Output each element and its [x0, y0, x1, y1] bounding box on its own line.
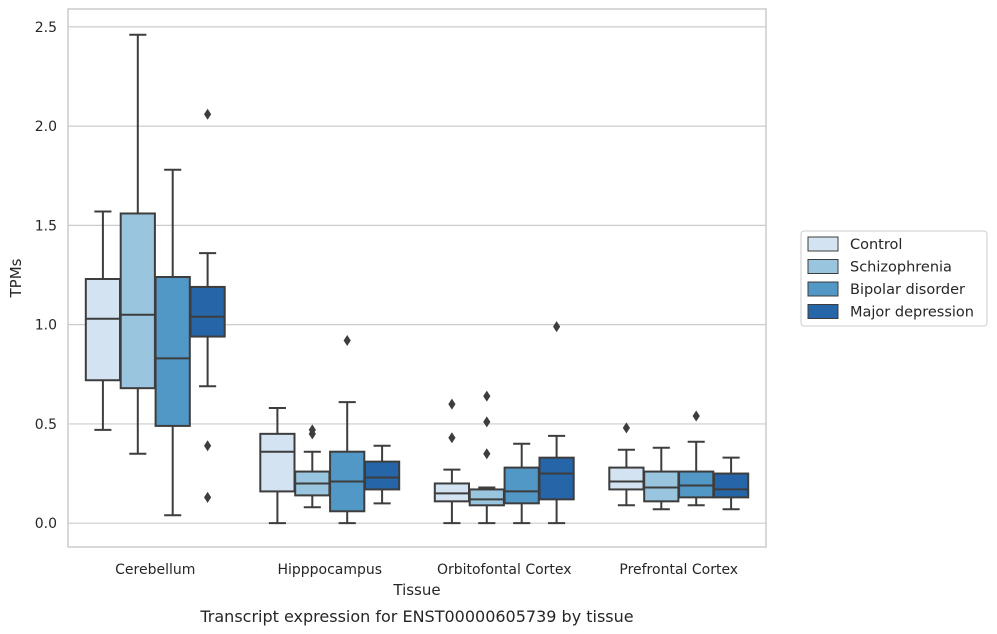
- box-plot: [608, 422, 645, 507]
- plot-area-frame: [67, 8, 767, 548]
- iqr-box: [538, 456, 575, 501]
- outlier-point: [622, 422, 630, 434]
- outlier-point: [308, 424, 316, 436]
- outlier-point: [448, 398, 456, 410]
- box-plot: [538, 321, 575, 525]
- iqr-box: [712, 472, 750, 499]
- box-plot: [643, 446, 680, 511]
- legend-swatch: [807, 236, 839, 252]
- outlier-point: [204, 440, 212, 452]
- iqr-box: [259, 432, 296, 493]
- y-tick-label: 0.5: [35, 417, 57, 433]
- legend-label: Control: [850, 237, 902, 253]
- box-plot: [712, 456, 750, 511]
- outlier-point: [204, 108, 212, 120]
- box-plot: [433, 398, 471, 525]
- y-tick-label: 1.0: [35, 318, 57, 334]
- box-plot: [468, 390, 505, 525]
- box-plot: [154, 168, 191, 517]
- x-tick-label: Prefrontal Cortex: [619, 562, 738, 578]
- box-plot: [259, 407, 296, 525]
- iqr-box: [84, 277, 122, 382]
- box-plot: [503, 442, 540, 525]
- outlier-point: [343, 335, 351, 347]
- y-axis-label: TPMs: [7, 258, 25, 298]
- box-plot-marks: [84, 33, 750, 525]
- chart-caption: Transcript expression for ENST0000060573…: [199, 607, 633, 626]
- outlier-point: [692, 410, 700, 422]
- legend-label: Major depression: [850, 305, 974, 321]
- legend: Control Schizophrenia Bipolar disorder Majo…: [800, 230, 988, 327]
- iqr-box: [154, 276, 191, 427]
- outlier-point: [553, 321, 561, 333]
- iqr-box: [189, 285, 226, 338]
- legend-swatch: [807, 281, 839, 297]
- box-plot: [119, 33, 156, 455]
- outlier-point: [448, 432, 456, 444]
- box-plot: [294, 424, 331, 509]
- outlier-point: [204, 491, 212, 503]
- x-tick-label: Hipppocampus: [277, 562, 382, 578]
- x-tick-label: Cerebellum: [115, 562, 195, 578]
- legend-label: Schizophrenia: [850, 260, 952, 276]
- iqr-box: [608, 466, 645, 491]
- iqr-box: [363, 460, 401, 491]
- x-tick-labels: Cerebellum Hipppocampus Orbitofontal Corte…: [115, 562, 738, 578]
- legend-swatch: [807, 259, 839, 274]
- x-tick-label: Orbitofontal Cortex: [437, 562, 572, 578]
- iqr-box: [468, 488, 505, 507]
- box-plot: [363, 444, 401, 505]
- y-tick-label: 1.5: [35, 218, 57, 234]
- iqr-box: [503, 466, 540, 505]
- outlier-point: [483, 390, 491, 402]
- y-tick-label: 2.0: [35, 119, 57, 135]
- x-axis-label: Tissue: [392, 581, 440, 599]
- y-tick-label: 0.0: [35, 516, 57, 532]
- box-plot: [84, 210, 122, 431]
- legend-label: Bipolar disorder: [850, 282, 965, 298]
- y-tick-labels: 0.0 0.5 1.0 1.5 2.0 2.5: [35, 20, 57, 532]
- outlier-point: [483, 416, 491, 428]
- box-plot: [678, 410, 715, 507]
- outlier-point: [483, 448, 491, 460]
- box-plot: [189, 108, 226, 503]
- legend-frame: [800, 230, 988, 327]
- box-plot: [329, 335, 366, 525]
- iqr-box: [119, 212, 156, 390]
- y-tick-label: 2.5: [35, 20, 57, 36]
- legend-swatch: [807, 304, 839, 319]
